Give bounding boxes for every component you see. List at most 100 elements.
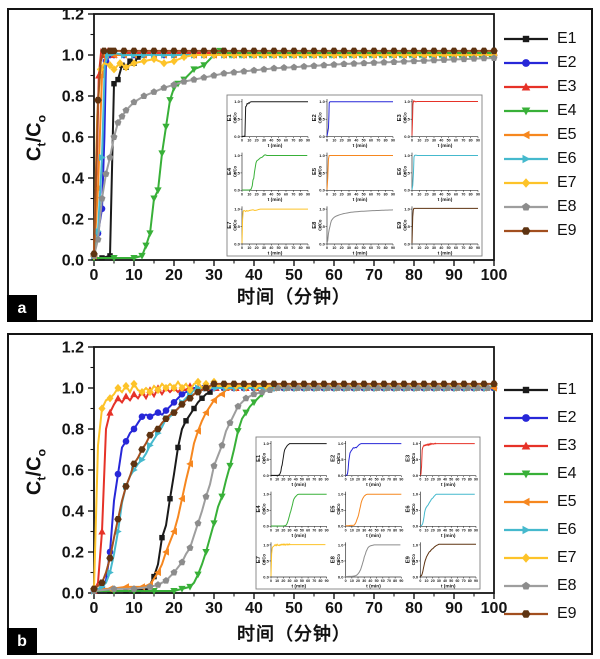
svg-text:80: 80 bbox=[469, 139, 473, 143]
svg-text:0.5: 0.5 bbox=[338, 457, 344, 462]
svg-text:10: 10 bbox=[275, 528, 279, 532]
svg-text:0.0: 0.0 bbox=[338, 574, 344, 579]
svg-text:50: 50 bbox=[277, 192, 281, 196]
svg-text:10: 10 bbox=[425, 579, 429, 583]
svg-text:50: 50 bbox=[449, 528, 453, 532]
svg-text:80: 80 bbox=[393, 478, 397, 482]
panel-b-series-E9 bbox=[90, 380, 498, 593]
svg-text:t (min): t (min) bbox=[268, 251, 283, 257]
legend-label-E6: E6 bbox=[557, 150, 577, 167]
svg-text:t (min): t (min) bbox=[441, 533, 456, 539]
svg-text:10: 10 bbox=[247, 246, 251, 250]
svg-text:60: 60 bbox=[455, 528, 459, 532]
svg-text:60: 60 bbox=[454, 192, 458, 196]
svg-text:1.0: 1.0 bbox=[62, 48, 84, 65]
svg-text:80: 80 bbox=[468, 579, 472, 583]
svg-text:0.5: 0.5 bbox=[413, 508, 419, 513]
svg-text:0.0: 0.0 bbox=[263, 574, 269, 579]
svg-text:60: 60 bbox=[381, 528, 385, 532]
legend-item-E2: E2 bbox=[503, 54, 577, 72]
panel-a-series-E8 bbox=[90, 54, 498, 259]
svg-text:70: 70 bbox=[461, 139, 465, 143]
svg-text:0.8: 0.8 bbox=[62, 422, 84, 439]
legend-item-E7: E7 bbox=[503, 174, 577, 192]
svg-text:80: 80 bbox=[469, 246, 473, 250]
svg-text:10: 10 bbox=[350, 478, 354, 482]
svg-text:70: 70 bbox=[291, 192, 295, 196]
panel-b-inset: 0.00.51.00 10 20 30 40 50 60 70 80 90t (min)Ct/Co… bbox=[255, 436, 481, 590]
svg-text:60: 60 bbox=[455, 579, 459, 583]
svg-text:0: 0 bbox=[90, 600, 99, 617]
svg-text:0: 0 bbox=[241, 192, 243, 196]
svg-text:Ct/Co: Ct/Co bbox=[411, 503, 416, 515]
svg-text:50: 50 bbox=[300, 579, 304, 583]
svg-text:0: 0 bbox=[326, 192, 328, 196]
legend-label-E7: E7 bbox=[557, 174, 577, 191]
svg-text:70: 70 bbox=[462, 528, 466, 532]
svg-text:10: 10 bbox=[275, 579, 279, 583]
svg-text:70: 70 bbox=[462, 579, 466, 583]
svg-text:20: 20 bbox=[356, 478, 360, 482]
legend-marker-E5 bbox=[504, 130, 548, 140]
svg-text:10: 10 bbox=[125, 267, 143, 284]
svg-text:60: 60 bbox=[369, 246, 373, 250]
legend-marker-E9 bbox=[504, 227, 548, 235]
svg-text:30: 30 bbox=[288, 528, 292, 532]
inset-mini-E2: 0.0 0.5 1.0 0 10 20 30 40 50 60 70 80 90 t (min) Ct/Co… bbox=[331, 441, 404, 488]
svg-text:0.0: 0.0 bbox=[234, 241, 240, 246]
legend-item-E1: E1 bbox=[503, 381, 577, 399]
svg-text:50: 50 bbox=[362, 246, 366, 250]
svg-text:t (min): t (min) bbox=[353, 251, 368, 257]
svg-text:90: 90 bbox=[476, 246, 480, 250]
svg-text:30: 30 bbox=[437, 579, 441, 583]
legend-label-E5: E5 bbox=[557, 126, 577, 143]
svg-text:30: 30 bbox=[205, 267, 223, 284]
svg-text:E9: E9 bbox=[405, 555, 411, 563]
svg-text:70: 70 bbox=[291, 246, 295, 250]
svg-text:70: 70 bbox=[461, 246, 465, 250]
panel-a: 0 10 20 30 40 50 60 70 80 90 100 0.0 0.2 0.4 0.6 0.8 1.0… bbox=[7, 7, 593, 322]
svg-text:10: 10 bbox=[332, 246, 336, 250]
svg-text:70: 70 bbox=[462, 478, 466, 482]
legend-marker-E1 bbox=[504, 35, 548, 43]
legend-item-E9: E9 bbox=[503, 222, 577, 240]
svg-text:80: 80 bbox=[384, 139, 388, 143]
svg-text:0.0: 0.0 bbox=[413, 574, 419, 579]
svg-text:10: 10 bbox=[417, 246, 421, 250]
legend-marker-E2 bbox=[504, 414, 548, 422]
svg-text:t (min): t (min) bbox=[438, 197, 453, 203]
svg-text:90: 90 bbox=[474, 478, 478, 482]
inset-mini-E1: 0.0 0.5 1.0 0 10 20 30 40 50 60 70 80 90 t (min) Ct/Co… bbox=[256, 441, 329, 488]
svg-text:40: 40 bbox=[443, 528, 447, 532]
svg-text:80: 80 bbox=[393, 528, 397, 532]
svg-text:0: 0 bbox=[419, 478, 421, 482]
svg-text:Ct/Co: Ct/Co bbox=[233, 219, 238, 231]
legend-label-E3: E3 bbox=[557, 437, 577, 454]
legend-marker-E7 bbox=[504, 553, 548, 563]
svg-text:Ct/Co: Ct/Co bbox=[403, 112, 408, 124]
legend-item-E2: E2 bbox=[503, 409, 577, 427]
svg-text:Ct/Co: Ct/Co bbox=[233, 165, 238, 177]
legend-marker-E6 bbox=[504, 154, 548, 164]
svg-text:50: 50 bbox=[449, 478, 453, 482]
svg-text:E2: E2 bbox=[331, 455, 337, 462]
svg-text:40: 40 bbox=[245, 267, 263, 284]
legend-label-E8: E8 bbox=[557, 577, 577, 594]
panel-b-y-axis-title: Ct/Co bbox=[23, 448, 49, 496]
svg-text:1.0: 1.0 bbox=[319, 99, 325, 104]
svg-text:t (min): t (min) bbox=[438, 251, 453, 257]
svg-text:70: 70 bbox=[387, 528, 391, 532]
legend-marker-E3 bbox=[504, 82, 548, 91]
svg-text:90: 90 bbox=[306, 246, 310, 250]
svg-text:50: 50 bbox=[285, 267, 303, 284]
svg-text:0.5: 0.5 bbox=[319, 224, 325, 229]
legend-label-E3: E3 bbox=[557, 78, 577, 95]
legend-label-E9: E9 bbox=[557, 222, 577, 239]
svg-text:0.5: 0.5 bbox=[263, 508, 269, 513]
svg-text:10: 10 bbox=[417, 139, 421, 143]
svg-text:E6: E6 bbox=[397, 167, 403, 175]
svg-text:1.0: 1.0 bbox=[338, 492, 344, 497]
svg-text:E4: E4 bbox=[227, 167, 233, 175]
svg-text:80: 80 bbox=[299, 192, 303, 196]
svg-text:70: 70 bbox=[376, 139, 380, 143]
